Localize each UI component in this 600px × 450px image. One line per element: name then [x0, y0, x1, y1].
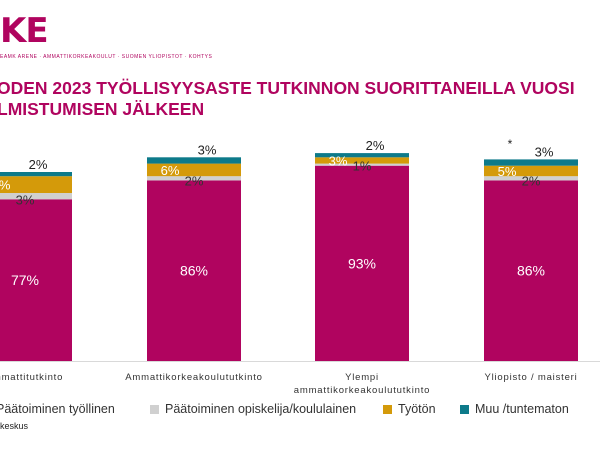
bar-segment-unemployed-2 [147, 163, 241, 177]
data-label-student-3: 1% [353, 159, 372, 174]
bar-segment-employed-2 [147, 180, 241, 361]
legend-label-unknown: Muu /tuntematon [475, 402, 569, 416]
annotation-1: * [508, 137, 513, 151]
category-label-3-line-1: Ylempi [345, 372, 379, 383]
chart-title-line-1: ODEN 2023 TYÖLLISYYSASTE TUTKINNON SUORI… [0, 78, 575, 98]
legend-item-unemployed: Työtön [383, 402, 436, 416]
legend-label-student: Päätoiminen opiskelija/koululainen [165, 402, 357, 416]
bar-segment-unemployed-1 [0, 176, 72, 193]
data-label-unemployed-3: 3% [329, 153, 348, 168]
data-label-employed-1: 77% [11, 272, 39, 288]
data-label-student-4: 2% [522, 173, 541, 188]
bar-segment-student-1 [0, 193, 72, 200]
bar-segment-unemployed-3 [315, 157, 409, 164]
data-label-unknown-3: 2% [366, 138, 385, 153]
logo: KE [0, 11, 49, 51]
bar-segment-unknown-3 [315, 153, 409, 158]
category-label-4-line-1: Yliopisto / maisteri [484, 372, 577, 383]
legend-item-employed: Päätoiminen työllinen [0, 402, 115, 416]
bar-segment-unemployed-4 [484, 165, 578, 177]
data-label-unknown-4: 3% [535, 144, 554, 159]
category-label-1-line-1: ammattitutkinto [0, 372, 63, 383]
bar-segment-employed-4 [484, 180, 578, 361]
bar-segment-employed-3 [315, 165, 409, 361]
legend-swatch-unknown [460, 404, 469, 414]
category-label-3-line-2: ammattikorkeakoulututkinto [294, 385, 430, 396]
data-label-unemployed-2: 6% [161, 163, 180, 178]
data-label-student-1: 3% [16, 192, 35, 207]
legend-item-unknown: Muu /tuntematon [460, 402, 569, 416]
data-label-employed-4: 86% [517, 263, 545, 279]
legend-swatch-unemployed [383, 404, 392, 414]
data-label-employed-3: 93% [348, 255, 376, 271]
logo-tagline: EAMK ARENE · AMMATTIKORKEAKOULUT · SUOME… [0, 54, 213, 60]
legend-label-unemployed: Työtön [398, 402, 436, 416]
bar-segment-student-3 [315, 163, 409, 166]
bar-segment-unknown-1 [0, 172, 72, 177]
data-label-student-2: 2% [185, 173, 204, 188]
data-label-unemployed-4: 5% [498, 164, 517, 179]
legend-item-student: Päätoiminen opiskelija/koululainen [150, 402, 356, 416]
bar-segment-employed-1 [0, 199, 72, 361]
data-label-unemployed-1: 8% [0, 178, 11, 193]
bar-segment-student-2 [147, 176, 241, 181]
legend-label-employed: Päätoiminen työllinen [0, 402, 115, 416]
source-note: keskus [0, 421, 29, 431]
bar-segment-unknown-2 [147, 157, 241, 164]
data-label-employed-2: 86% [180, 263, 208, 279]
data-label-unknown-2: 3% [198, 142, 217, 157]
category-label-2-line-1: Ammattikorkeakoulututkinto [125, 372, 263, 383]
chart-title-line-2: LMISTUMISEN JÄLKEEN [0, 99, 205, 119]
data-label-unknown-1: 2% [29, 157, 48, 172]
legend-swatch-student [150, 404, 159, 414]
chart-title: ODEN 2023 TYÖLLISYYSASTE TUTKINNON SUORI… [0, 78, 600, 120]
bar-segment-student-4 [484, 176, 578, 181]
bar-segment-unknown-4 [484, 159, 578, 166]
